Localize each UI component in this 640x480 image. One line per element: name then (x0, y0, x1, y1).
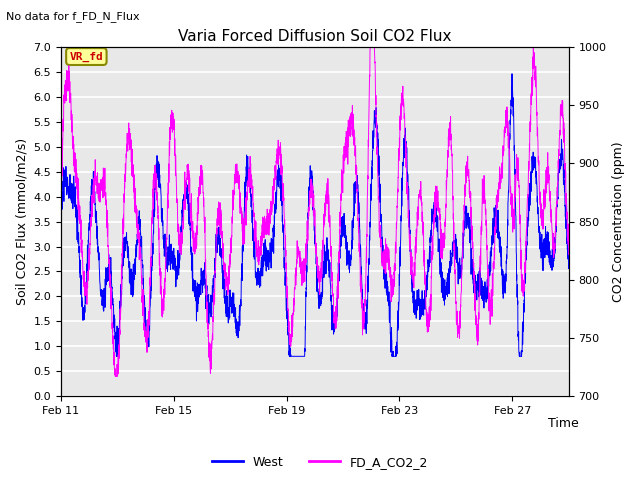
X-axis label: Time: Time (548, 417, 579, 430)
Line: West: West (61, 74, 569, 356)
West (57, 222, 65, 228)
FD_A_CO2_2 (500, 129, 508, 134)
Y-axis label: Soil CO2 Flux (mmol/m2/s): Soil CO2 Flux (mmol/m2/s) (15, 138, 28, 305)
West (145, 329, 153, 335)
West (113, 353, 120, 359)
West (565, 262, 573, 268)
FD_A_CO2_2 (115, 348, 123, 354)
FD_A_CO2_2 (57, 195, 65, 201)
West (252, 273, 260, 279)
Legend: West, FD_A_CO2_2: West, FD_A_CO2_2 (207, 451, 433, 474)
West (556, 156, 563, 162)
Y-axis label: CO2 Concentration (ppm): CO2 Concentration (ppm) (612, 141, 625, 302)
West (500, 288, 508, 294)
Text: VR_fd: VR_fd (70, 51, 103, 61)
FD_A_CO2_2 (252, 219, 260, 225)
FD_A_CO2_2 (565, 252, 573, 258)
Text: No data for f_FD_N_Flux: No data for f_FD_N_Flux (6, 11, 140, 22)
West (115, 334, 123, 339)
Title: Varia Forced Diffusion Soil CO2 Flux: Varia Forced Diffusion Soil CO2 Flux (178, 29, 452, 44)
FD_A_CO2_2 (111, 373, 119, 379)
FD_A_CO2_2 (556, 153, 563, 158)
West (274, 181, 282, 187)
FD_A_CO2_2 (366, 44, 374, 50)
FD_A_CO2_2 (274, 152, 282, 158)
FD_A_CO2_2 (145, 308, 153, 313)
Line: FD_A_CO2_2: FD_A_CO2_2 (61, 47, 569, 376)
West (508, 71, 516, 77)
